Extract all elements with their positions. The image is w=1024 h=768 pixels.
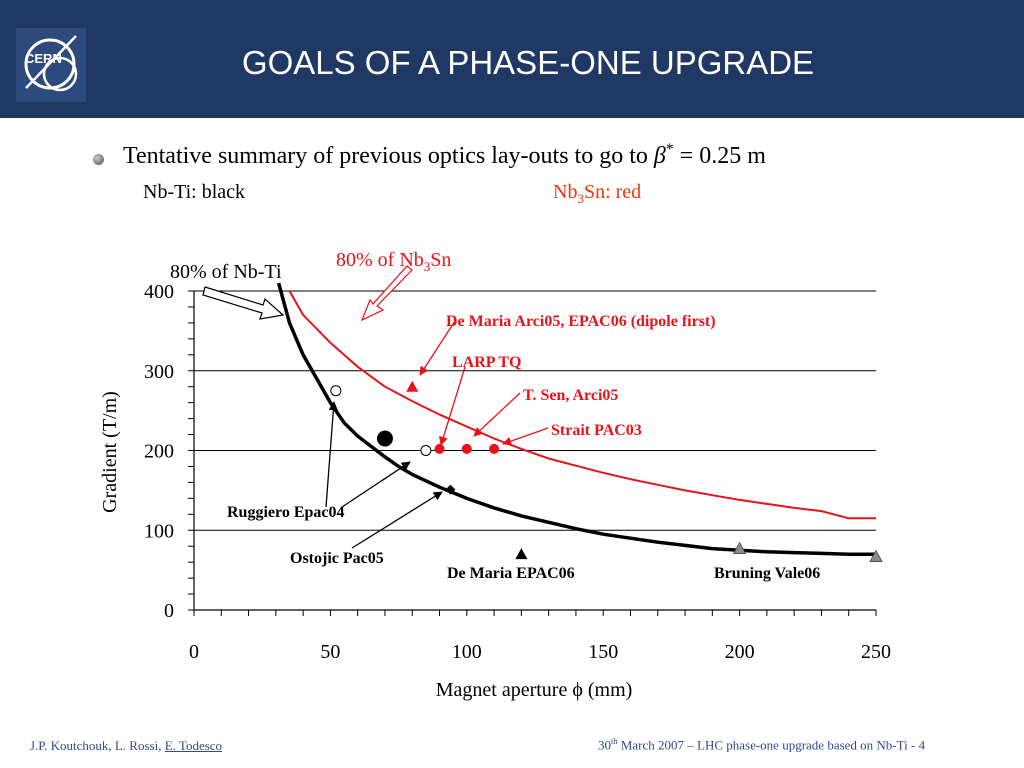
data-point-open-circle [330,385,342,397]
x-tick-label: 150 [588,641,618,663]
nb3sn-note: Nb3Sn: red [553,181,642,206]
label-ostojic: Ostojic Pac05 [290,550,384,567]
chart-grid [194,290,876,531]
y-tick-label: 100 [144,520,174,542]
chart-points [330,380,883,562]
author-link[interactable]: E. Todesco [164,738,223,753]
nb3sn-limit-curve [288,290,876,520]
bullet-text-post: = 0.25 m [673,143,766,169]
data-point-filled-circle [434,443,445,454]
data-point-filled-circle [489,443,500,454]
label-demaria-dipole: De Maria Arci05, EPAC06 (dipole first) [446,313,716,330]
ruggiero-arrow-2 [341,461,411,508]
label-bruning: Bruning Vale06 [714,565,820,582]
data-point-triangle [869,549,883,562]
beta-star: * [665,141,674,158]
strait-arrow [502,427,549,446]
label-t-sen: T. Sen, Arci05 [523,387,618,404]
data-point-triangle [406,380,419,392]
data-point-triangle [732,541,747,554]
label-80-nbti: 80% of Nb-Ti [170,261,282,283]
x-tick-label: 200 [725,641,755,663]
x-tick-label: 250 [861,641,891,663]
y-tick-label: 400 [144,281,174,303]
chart-axes: 0 100 200 300 400 0 50 100 150 200 250 [144,281,891,663]
ostojic-arrow [351,491,443,549]
bullet-text: Tentative summary of previous optics lay… [123,141,766,170]
label-demaria-epac06: De Maria EPAC06 [447,565,575,582]
y-tick-label: 300 [144,361,174,383]
logo-text: CERN [25,51,62,66]
x-axis-title: Magnet aperture ϕ (mm) [436,679,633,701]
header-bar: CERN GOALS OF A PHASE-ONE UPGRADE [0,0,1024,118]
nbti-note: Nb-Ti: black [143,181,246,203]
sen-arrow [473,392,521,437]
footer-info: 30th March 2007 – LHC phase-one upgrade … [598,736,926,753]
bullet-icon [93,154,104,165]
y-tick-label: 200 [144,441,174,463]
label-larp-tq: LARP TQ [452,354,522,371]
x-tick-label: 100 [452,641,482,663]
page-title: GOALS OF A PHASE-ONE UPGRADE [241,44,815,81]
larp-arrow [439,366,466,446]
label-strait: Strait PAC03 [551,422,642,439]
y-axis-title: Gradient (T/m) [99,391,121,513]
bullet-text-pre: Tentative summary of previous optics lay… [123,143,654,169]
data-point-filled-circle [461,443,472,454]
data-point-big-filled-circle [376,430,393,447]
x-tick-label: 0 [189,641,199,663]
data-point-diamond [445,484,456,495]
cern-logo: CERN [16,28,86,102]
data-point-open-circle [420,445,432,456]
y-tick-label: 0 [164,600,174,622]
demaria-dipole-arrow [419,320,456,376]
nb3sn-hollow-arrow [360,265,413,322]
gradient-vs-aperture-chart: 0 100 200 300 400 0 50 100 150 200 250 80% of Nb-T… [99,249,891,701]
label-ruggiero: Ruggiero Epac04 [227,504,344,521]
ruggiero-arrow-1 [325,401,338,508]
x-tick-label: 50 [320,641,340,663]
data-point-triangle [515,548,528,560]
label-80-nb3sn: 80% of Nb3Sn [336,249,451,274]
footer-authors: J.P. Koutchouk, L. Rossi, E. Todesco [30,738,223,753]
nbti-hollow-arrow [202,286,285,320]
beta-symbol: β [653,143,666,169]
